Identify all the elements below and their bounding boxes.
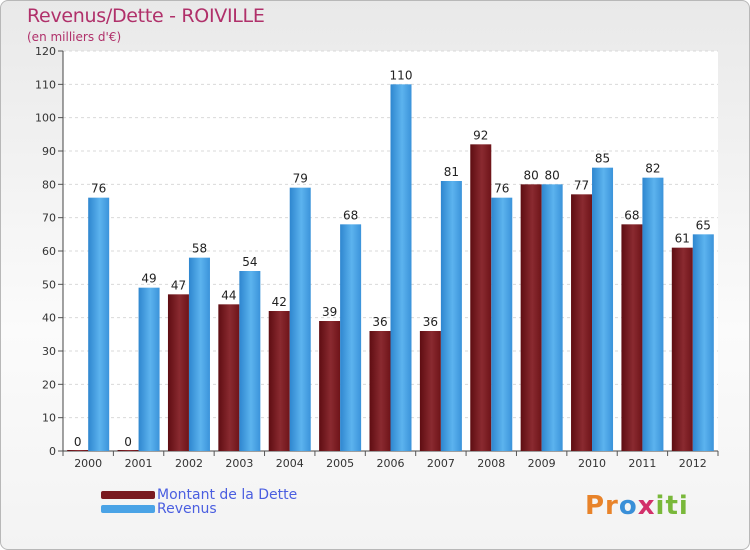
- bar-dette: [520, 184, 542, 452]
- data-label: 85: [595, 152, 610, 166]
- bar-dette: [117, 450, 139, 451]
- data-label: 80: [524, 168, 539, 182]
- y-tick-label: 90: [42, 145, 56, 158]
- bar-dette: [621, 224, 643, 451]
- data-label: 68: [343, 208, 358, 222]
- data-label: 79: [293, 172, 308, 186]
- bar-revenus: [188, 257, 210, 451]
- data-label: 77: [574, 178, 589, 192]
- bar-revenus: [340, 224, 362, 451]
- x-tick-label: 2001: [125, 457, 153, 470]
- bar-revenus: [692, 234, 714, 451]
- legend-label-revenus: Revenus: [157, 501, 217, 517]
- y-tick-label: 60: [42, 245, 56, 258]
- proxiti-logo: Proxiti: [585, 491, 689, 521]
- bar-dette: [369, 331, 391, 451]
- data-label: 42: [272, 295, 287, 309]
- data-label: 36: [423, 315, 438, 329]
- bar-dette: [319, 321, 341, 451]
- data-label: 0: [74, 435, 82, 449]
- x-tick-label: 2006: [377, 457, 405, 470]
- bar-dette: [671, 247, 693, 451]
- x-tick-label: 2009: [528, 457, 556, 470]
- chart-title: Revenus/Dette - ROIVILLE: [27, 5, 265, 27]
- data-label: 54: [242, 255, 257, 269]
- x-tick-label: 2007: [427, 457, 455, 470]
- x-tick-label: 2011: [628, 457, 656, 470]
- data-label: 0: [124, 435, 132, 449]
- bar-dette: [67, 450, 89, 451]
- legend-item-revenus: Revenus: [101, 501, 217, 517]
- bar-dette: [419, 331, 441, 451]
- bar-revenus: [138, 287, 160, 451]
- legend-item-dette: Montant de la Dette: [101, 487, 297, 503]
- data-label: 92: [473, 128, 488, 142]
- y-tick-label: 0: [49, 445, 56, 458]
- y-tick-label: 30: [42, 345, 56, 358]
- data-label: 110: [390, 68, 413, 82]
- data-label: 44: [221, 288, 236, 302]
- bar-dette: [218, 304, 240, 451]
- data-label: 76: [494, 182, 509, 196]
- x-tick-label: 2005: [326, 457, 354, 470]
- bar-dette: [571, 194, 593, 452]
- bar-dette: [268, 311, 290, 451]
- data-label: 76: [91, 182, 106, 196]
- data-label: 81: [444, 165, 459, 179]
- chart-subtitle: (en milliers d'€): [27, 30, 122, 44]
- bar-revenus: [289, 187, 311, 451]
- y-tick-label: 10: [42, 412, 56, 425]
- data-label: 36: [372, 315, 387, 329]
- data-label: 82: [645, 162, 660, 176]
- y-tick-label: 120: [35, 45, 56, 58]
- data-label: 61: [675, 232, 690, 246]
- y-tick-label: 70: [42, 212, 56, 225]
- bar-revenus: [592, 167, 614, 451]
- x-tick-label: 2012: [679, 457, 707, 470]
- bar-revenus: [541, 184, 563, 452]
- bar-dette: [167, 294, 189, 451]
- data-label: 39: [322, 305, 337, 319]
- bar-revenus: [390, 84, 412, 451]
- bar-revenus: [491, 197, 513, 451]
- x-tick-label: 2010: [578, 457, 606, 470]
- y-tick-label: 50: [42, 278, 56, 291]
- data-label: 47: [171, 278, 186, 292]
- y-tick-label: 40: [42, 312, 56, 325]
- y-tick-label: 100: [35, 112, 56, 125]
- y-tick-label: 20: [42, 378, 56, 391]
- x-tick-label: 2008: [477, 457, 505, 470]
- x-tick-label: 2004: [276, 457, 304, 470]
- data-label: 68: [624, 208, 639, 222]
- legend-swatch-dette: [101, 491, 155, 499]
- bar-revenus: [88, 197, 110, 451]
- x-tick-label: 2002: [175, 457, 203, 470]
- bar-dette: [470, 144, 492, 452]
- data-label: 58: [192, 242, 207, 256]
- legend-label-dette: Montant de la Dette: [157, 487, 298, 503]
- legend-swatch-revenus: [101, 505, 155, 513]
- bar-revenus: [440, 181, 462, 451]
- y-tick-label: 110: [35, 78, 56, 91]
- data-label: 49: [141, 272, 156, 286]
- x-tick-label: 2000: [74, 457, 102, 470]
- data-label: 65: [696, 218, 711, 232]
- x-tick-label: 2003: [225, 457, 253, 470]
- bar-revenus: [642, 177, 664, 451]
- y-tick-label: 80: [42, 178, 56, 191]
- bar-revenus: [239, 271, 261, 451]
- data-label: 80: [545, 168, 560, 182]
